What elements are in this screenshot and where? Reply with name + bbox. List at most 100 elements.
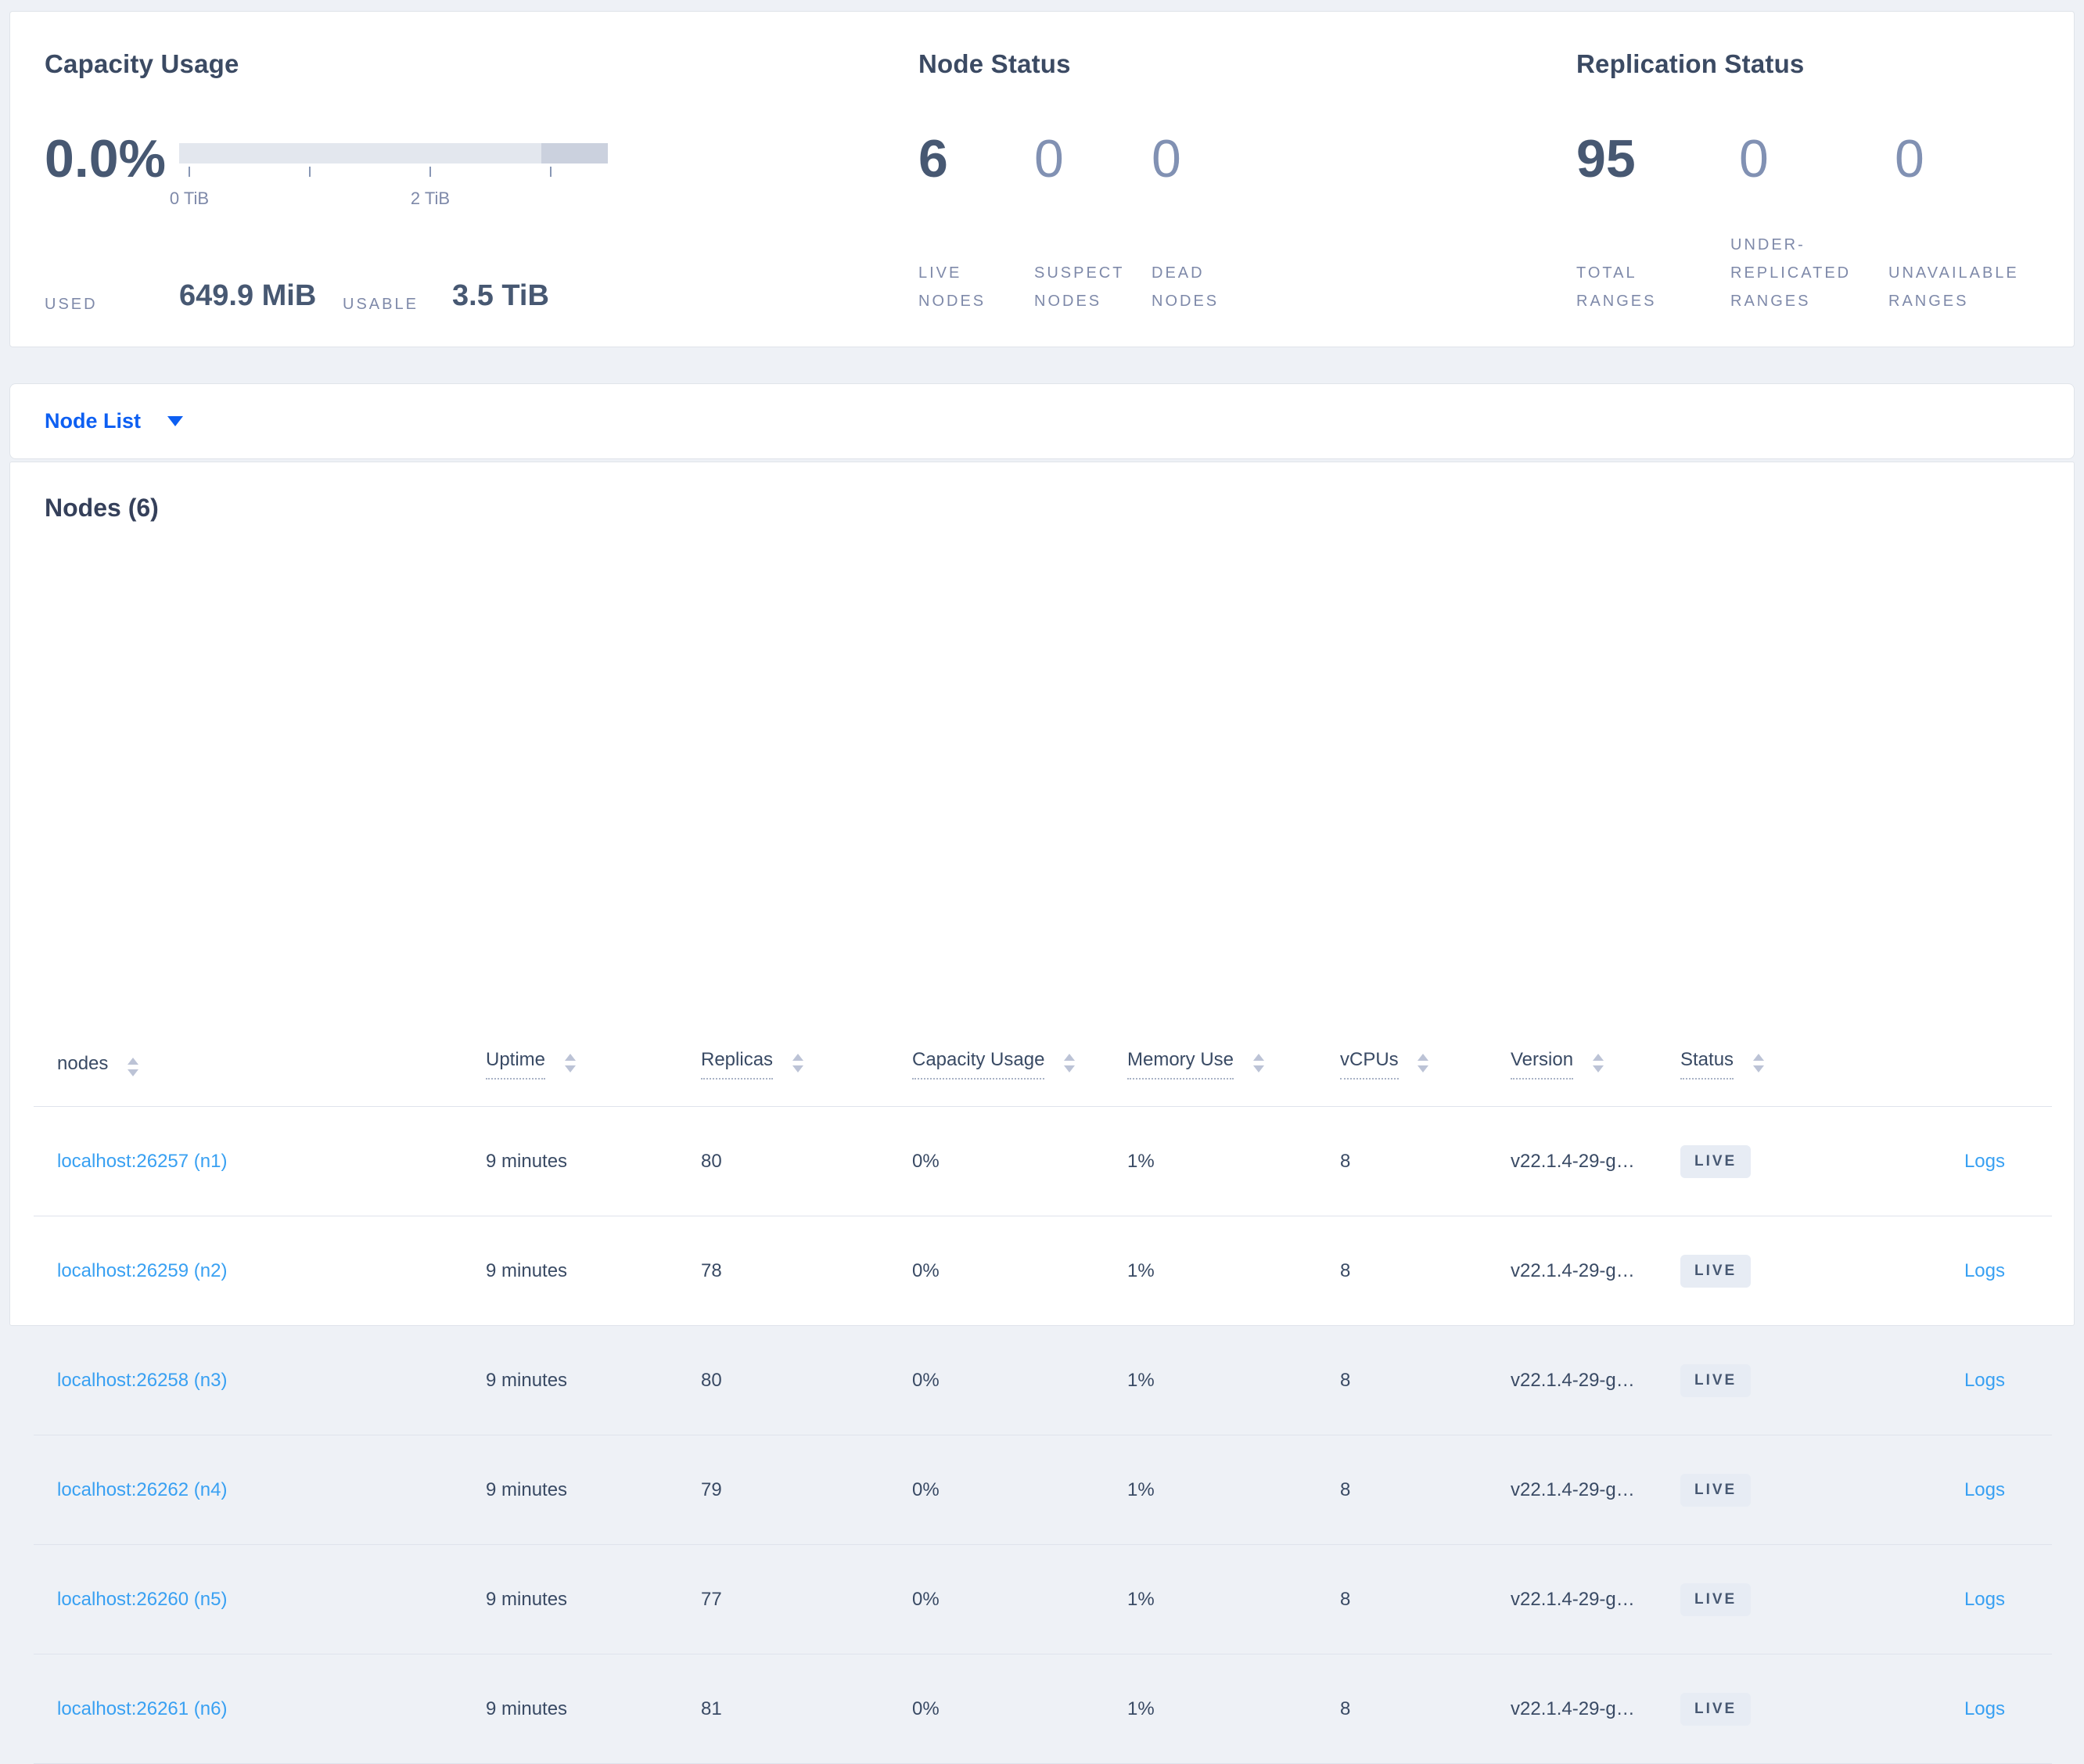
node-link[interactable]: localhost:26257 (n1) <box>57 1150 228 1172</box>
capacity-usable-value: 3.5 TiB <box>452 279 549 312</box>
total-ranges-count: 95 <box>1576 129 1636 189</box>
node-link[interactable]: localhost:26262 (n4) <box>57 1478 228 1500</box>
replicas-cell: 79 <box>701 1435 912 1545</box>
logs-link[interactable]: Logs <box>1964 1588 2005 1610</box>
column-header-uptime[interactable]: Uptime <box>486 1010 701 1107</box>
column-header-nodes[interactable]: nodes <box>34 1010 486 1107</box>
status-badge: LIVE <box>1680 1363 1752 1397</box>
capacity-used-label: USED <box>45 296 98 313</box>
replicas-cell: 78 <box>701 1216 912 1326</box>
logs-link[interactable]: Logs <box>1964 1369 2005 1391</box>
sort-icon[interactable] <box>128 1057 139 1076</box>
nodes-table-card: Nodes (6) nodes Uptime Replicas <box>9 462 2075 1764</box>
column-header-vcpus[interactable]: vCPUs <box>1340 1010 1511 1107</box>
sort-icon[interactable] <box>1417 1054 1429 1072</box>
table-row: localhost:26258 (n3) 9 minutes 80 0% 1% … <box>34 1325 2052 1435</box>
dead-nodes-count: 0 <box>1152 129 1181 189</box>
replicas-cell: 80 <box>701 1106 912 1216</box>
logs-link[interactable]: Logs <box>1964 1150 2005 1172</box>
uptime-cell: 9 minutes <box>486 1106 701 1216</box>
memory-cell: 1% <box>1127 1325 1340 1435</box>
table-row: localhost:26261 (n6) 9 minutes 81 0% 1% … <box>34 1654 2052 1764</box>
uptime-cell: 9 minutes <box>486 1435 701 1545</box>
uptime-cell: 9 minutes <box>486 1216 701 1326</box>
capacity-axis-tick <box>550 167 552 177</box>
suspect-nodes-label: SUSPECT NODES <box>1034 264 1125 310</box>
capacity-cell: 0% <box>912 1544 1127 1654</box>
node-link[interactable]: localhost:26260 (n5) <box>57 1588 228 1610</box>
cluster-overview-panel: Capacity Usage 0.0% 0 TiB 2 TiB USED 649… <box>9 11 2075 347</box>
vcpus-cell: 8 <box>1340 1654 1511 1764</box>
memory-cell: 1% <box>1127 1216 1340 1326</box>
dead-nodes-label: DEAD NODES <box>1152 264 1220 310</box>
replicas-cell: 80 <box>701 1325 912 1435</box>
uptime-cell: 9 minutes <box>486 1544 701 1654</box>
under-replicated-ranges-label: UNDER-REPLICATED RANGES <box>1730 236 1852 310</box>
table-row: localhost:26259 (n2) 9 minutes 78 0% 1% … <box>34 1216 2052 1326</box>
node-link[interactable]: localhost:26259 (n2) <box>57 1259 228 1281</box>
sort-icon[interactable] <box>564 1054 576 1072</box>
replicas-cell: 81 <box>701 1654 912 1764</box>
column-header-capacity-usage[interactable]: Capacity Usage <box>912 1010 1127 1107</box>
sort-icon[interactable] <box>1064 1054 1076 1072</box>
capacity-cell: 0% <box>912 1435 1127 1545</box>
capacity-usage-bar-reserved-segment <box>541 143 608 163</box>
vcpus-cell: 8 <box>1340 1325 1511 1435</box>
capacity-used-value: 649.9 MiB <box>179 279 317 312</box>
status-badge: LIVE <box>1680 1583 1752 1616</box>
memory-cell: 1% <box>1127 1106 1340 1216</box>
view-selector-bar: Node List <box>9 383 2075 459</box>
chevron-down-icon <box>167 416 184 426</box>
vcpus-cell: 8 <box>1340 1216 1511 1326</box>
logs-link[interactable]: Logs <box>1964 1698 2005 1719</box>
suspect-nodes-count: 0 <box>1034 129 1064 189</box>
vcpus-cell: 8 <box>1340 1544 1511 1654</box>
sort-icon[interactable] <box>1252 1054 1264 1072</box>
column-header-status[interactable]: Status <box>1680 1010 1800 1107</box>
node-link[interactable]: localhost:26261 (n6) <box>57 1698 228 1719</box>
column-header-replicas[interactable]: Replicas <box>701 1010 912 1107</box>
table-row: localhost:26260 (n5) 9 minutes 77 0% 1% … <box>34 1544 2052 1654</box>
logs-link[interactable]: Logs <box>1964 1478 2005 1500</box>
capacity-cell: 0% <box>912 1654 1127 1764</box>
status-badge: LIVE <box>1680 1473 1752 1507</box>
unavailable-ranges-label: UNAVAILABLE RANGES <box>1888 264 2019 310</box>
sort-icon[interactable] <box>1592 1054 1604 1072</box>
sort-icon[interactable] <box>1752 1054 1764 1072</box>
column-header-memory-use[interactable]: Memory Use <box>1127 1010 1340 1107</box>
column-header-version[interactable]: Version <box>1511 1010 1680 1107</box>
capacity-usage-percent: 0.0% <box>45 129 166 189</box>
status-badge: LIVE <box>1680 1144 1752 1178</box>
version-cell: v22.1.4-29-g… <box>1511 1654 1680 1764</box>
logs-link[interactable]: Logs <box>1964 1259 2005 1281</box>
live-nodes-label: LIVE NODES <box>918 264 986 310</box>
vcpus-cell: 8 <box>1340 1435 1511 1545</box>
capacity-cell: 0% <box>912 1216 1127 1326</box>
capacity-axis-tick <box>429 167 431 177</box>
uptime-cell: 9 minutes <box>486 1654 701 1764</box>
status-badge: LIVE <box>1680 1692 1752 1726</box>
memory-cell: 1% <box>1127 1435 1340 1545</box>
node-list-dropdown[interactable]: Node List <box>45 409 184 433</box>
table-row: localhost:26262 (n4) 9 minutes 79 0% 1% … <box>34 1435 2052 1545</box>
capacity-axis-label: 2 TiB <box>410 189 451 208</box>
replicas-cell: 77 <box>701 1544 912 1654</box>
capacity-axis-tick <box>189 167 190 177</box>
table-header-row: nodes Uptime Replicas Capacity Usage Mem… <box>34 1010 2052 1107</box>
replication-status-title: Replication Status <box>1576 49 1805 78</box>
sort-icon[interactable] <box>792 1054 803 1072</box>
vcpus-cell: 8 <box>1340 1106 1511 1216</box>
live-nodes-count: 6 <box>918 129 948 189</box>
node-link[interactable]: localhost:26258 (n3) <box>57 1369 228 1391</box>
total-ranges-label: TOTAL RANGES <box>1576 264 1657 310</box>
uptime-cell: 9 minutes <box>486 1325 701 1435</box>
capacity-axis-label: 0 TiB <box>169 189 210 208</box>
memory-cell: 1% <box>1127 1654 1340 1764</box>
capacity-axis-tick <box>309 167 311 177</box>
memory-cell: 1% <box>1127 1544 1340 1654</box>
column-header-logs <box>1800 1010 2052 1107</box>
version-cell: v22.1.4-29-g… <box>1511 1544 1680 1654</box>
version-cell: v22.1.4-29-g… <box>1511 1106 1680 1216</box>
node-list-dropdown-label: Node List <box>45 409 142 433</box>
version-cell: v22.1.4-29-g… <box>1511 1216 1680 1326</box>
